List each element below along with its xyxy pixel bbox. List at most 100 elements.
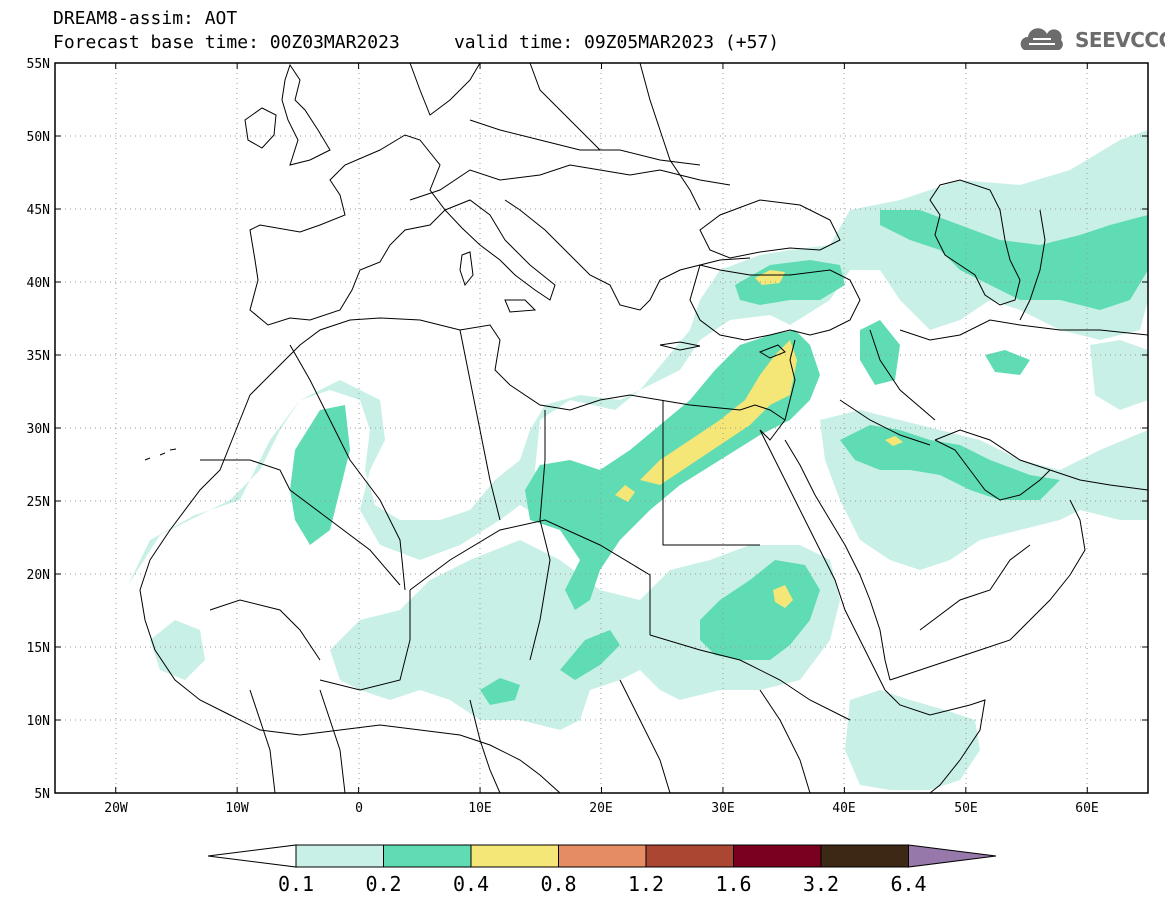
border-4 bbox=[529, 410, 551, 661]
coastline-north-africa bbox=[149, 317, 786, 561]
aot-area-high-libya bbox=[615, 485, 635, 502]
lon-label: 30E bbox=[711, 801, 734, 816]
border-12 bbox=[469, 119, 701, 166]
lon-label: 10W bbox=[225, 801, 249, 816]
border-17 bbox=[919, 544, 1031, 631]
coastline-horn bbox=[884, 689, 986, 793]
border-6 bbox=[319, 590, 411, 691]
lat-label: 25N bbox=[27, 495, 50, 510]
colorbar-label: 1.6 bbox=[715, 872, 751, 896]
border-18 bbox=[209, 599, 321, 661]
aot-area-medium-iraq bbox=[860, 320, 900, 385]
border-10 bbox=[869, 329, 936, 421]
coastline-persian-gulf bbox=[934, 439, 1051, 501]
coastline-sicily bbox=[504, 299, 537, 313]
coastline-arabia-west bbox=[784, 439, 891, 681]
border-7 bbox=[409, 519, 651, 635]
aot-area-light-west bbox=[128, 130, 1148, 585]
lon-label: 10E bbox=[468, 801, 491, 816]
coastline-italy bbox=[444, 199, 556, 301]
aot-area-medium-caspian bbox=[880, 210, 1148, 310]
coastline-west-africa bbox=[139, 559, 561, 793]
colorbar-label: 0.4 bbox=[453, 872, 489, 896]
coastline-ireland bbox=[244, 107, 277, 149]
colorbar-label: 6.4 bbox=[890, 872, 926, 896]
cloud-icon bbox=[1020, 28, 1063, 50]
coastline-caspian bbox=[929, 179, 1021, 306]
aot-area-medium-niger bbox=[480, 678, 520, 705]
lon-label: 20E bbox=[589, 801, 612, 816]
coastline-scandinavia bbox=[409, 63, 481, 116]
colorbar-swatch bbox=[558, 844, 647, 868]
map-title: DREAM8-assim: AOT bbox=[53, 8, 238, 29]
latitude-labels: 55N 50N 45N 40N 35N 30N 25N 20N 15N 10N … bbox=[27, 57, 50, 802]
lon-label: 40E bbox=[832, 801, 855, 816]
colorbar-label: 0.8 bbox=[540, 872, 576, 896]
aot-area-light-gulf bbox=[1090, 340, 1148, 410]
border-11 bbox=[409, 164, 731, 201]
coastlines-and-borders bbox=[139, 63, 1148, 793]
colorbar: 0.1 0.2 0.4 0.8 1.2 1.6 3.2 6.4 bbox=[207, 844, 997, 896]
coastline-red-sea bbox=[759, 429, 886, 691]
colorbar-over-triangle bbox=[908, 844, 997, 868]
aot-area-high-sudan bbox=[773, 585, 793, 608]
longitude-labels: 20W 10W 0 10E 20E 30E 40E 50E 60E bbox=[104, 801, 1098, 816]
coastline-balkans bbox=[504, 199, 751, 311]
lat-label: 30N bbox=[27, 422, 50, 437]
colorbar-label: 0.1 bbox=[278, 872, 314, 896]
border-9 bbox=[839, 399, 931, 446]
coastline-iberia-france bbox=[249, 134, 446, 326]
graticule bbox=[55, 63, 1148, 793]
coastline-turkey bbox=[689, 264, 861, 341]
border-13 bbox=[529, 63, 601, 151]
aot-area-high-iraq bbox=[885, 436, 903, 446]
colorbar-swatch bbox=[470, 844, 559, 868]
lon-label: 20W bbox=[104, 801, 128, 816]
lon-label: 60E bbox=[1075, 801, 1098, 816]
colorbar-swatch bbox=[383, 844, 472, 868]
aot-area-light-central bbox=[330, 540, 840, 730]
aot-area-high-turkey bbox=[755, 270, 785, 285]
colorbar-swatch bbox=[733, 844, 822, 868]
aot-area-medium-chad bbox=[560, 630, 620, 680]
border-15 bbox=[1019, 209, 1046, 321]
coastline-iran-south bbox=[934, 429, 1148, 491]
coastline-canaries bbox=[144, 448, 177, 461]
lat-label: 35N bbox=[27, 349, 50, 364]
lat-label: 10N bbox=[27, 714, 50, 729]
lat-label: 5N bbox=[34, 787, 50, 802]
coastline-crete bbox=[659, 341, 701, 351]
aot-area-medium-sudan bbox=[700, 560, 820, 660]
border-3 bbox=[459, 329, 501, 521]
aot-field-layer bbox=[128, 130, 1148, 790]
axis-ticks bbox=[55, 62, 1148, 794]
coastline-sinai bbox=[759, 419, 786, 441]
colorbar-swatch bbox=[820, 844, 909, 868]
coastline-black-sea bbox=[699, 199, 841, 259]
lat-label: 40N bbox=[27, 276, 50, 291]
coastline-britain bbox=[281, 63, 331, 166]
lon-label: 0 bbox=[355, 801, 363, 816]
border-20 bbox=[319, 689, 346, 793]
coastline-levant bbox=[784, 339, 796, 421]
lat-label: 50N bbox=[27, 130, 50, 145]
colorbar-under-triangle bbox=[207, 844, 297, 868]
lat-label: 55N bbox=[27, 57, 50, 72]
lat-label: 20N bbox=[27, 568, 50, 583]
colorbar-label: 1.2 bbox=[628, 872, 664, 896]
seevccc-logo: SEEVCCC bbox=[1075, 28, 1165, 52]
border-5 bbox=[662, 400, 760, 546]
aot-area-high-egypt bbox=[640, 340, 797, 485]
border-2 bbox=[200, 459, 401, 586]
lat-label: 45N bbox=[27, 203, 50, 218]
colorbar-label: 3.2 bbox=[803, 872, 839, 896]
lat-label: 15N bbox=[27, 641, 50, 656]
coastline-arabia-south bbox=[889, 499, 1086, 681]
border-1 bbox=[289, 344, 406, 591]
border-21 bbox=[469, 699, 501, 793]
border-19 bbox=[249, 689, 276, 793]
coastline-sardinia bbox=[459, 251, 474, 287]
border-14 bbox=[639, 63, 701, 211]
colorbar-label: 0.2 bbox=[365, 872, 401, 896]
